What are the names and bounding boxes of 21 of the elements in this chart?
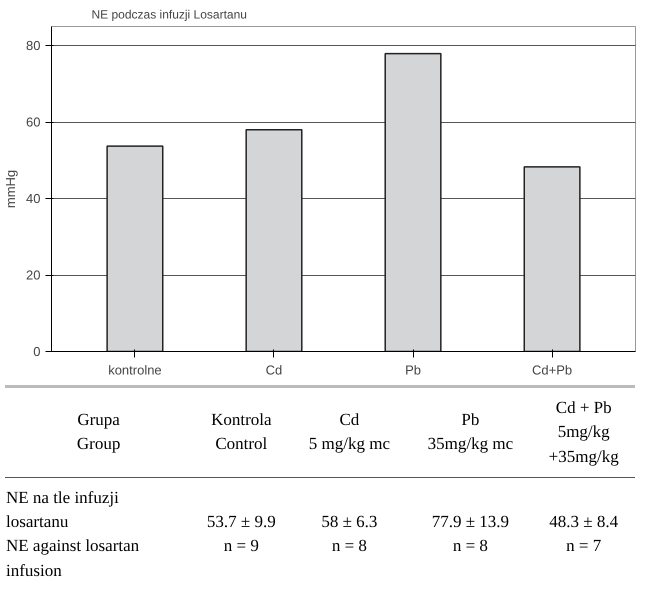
- text: 53.7 ± 9.9 n = 9: [206, 511, 277, 558]
- y-axis-title: mmHg: [3, 170, 18, 208]
- text: Pb 35mg/kg mc: [408, 386, 532, 478]
- y-tick-label: 80: [26, 38, 41, 54]
- text: 48.3 ± 8.4 n = 7: [548, 511, 620, 558]
- y-tick-label: 20: [26, 268, 41, 283]
- chart-title: NE podczas infuzji Losartanu: [92, 8, 247, 22]
- text: NE na tle infuzji losartanu NE against losartan infusion: [5, 486, 140, 582]
- text: Kontrola Control: [192, 386, 290, 478]
- x-tick-label: Pb: [405, 362, 421, 378]
- text: Cd 5 mg/kg mc: [290, 386, 408, 478]
- text: Grupa Group: [5, 386, 192, 478]
- x-tick-label: Cd: [266, 362, 282, 378]
- y-tick-label: 40: [26, 191, 41, 206]
- y-tick-label: 60: [26, 114, 41, 130]
- x-tick-label: kontrolne: [108, 362, 162, 378]
- y-tick-label: 0: [33, 344, 41, 359]
- text: 58 ± 6.3 n = 8: [320, 511, 378, 558]
- text: 77.9 ± 13.9 n = 8: [430, 511, 510, 558]
- text: Cd + Pb 5mg/kg +35mg/kg: [532, 386, 635, 478]
- x-tick-label: Cd+Pb: [532, 362, 572, 378]
